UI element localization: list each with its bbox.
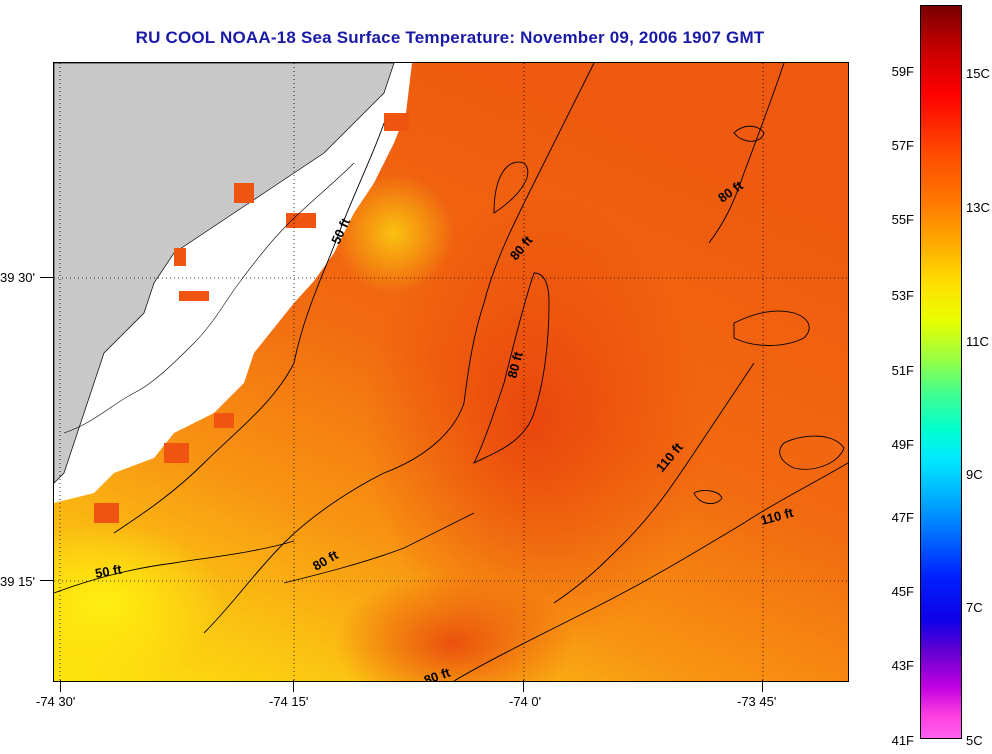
legend-f-57: 57F <box>891 138 914 153</box>
contour-eddy <box>733 310 810 346</box>
warm-core-south <box>334 573 574 681</box>
warm-core <box>364 193 704 653</box>
y-tick-1 <box>40 277 53 278</box>
legend-c-13: 13C <box>966 200 990 215</box>
contour-110ft-north <box>553 362 755 604</box>
contour-label-4: 80 ft <box>504 349 526 379</box>
legend-f-41: 41F <box>891 733 914 748</box>
legend-f-43: 43F <box>891 658 914 673</box>
legend-f-55: 55F <box>891 212 914 227</box>
legend-c-11: 11C <box>966 334 989 349</box>
y-tick-label-2: 39 15' <box>0 574 36 589</box>
x-tick-label-1: -74 30' <box>36 694 76 709</box>
y-tick-label-1: 39 30' <box>0 270 36 285</box>
contour-80ft-south <box>283 512 475 584</box>
x-tick-label-4: -73 45' <box>737 694 777 709</box>
contour-110ft <box>453 462 848 681</box>
temperature-colorbar <box>920 5 962 739</box>
legend-c-7: 7C <box>966 600 983 615</box>
legend-c-5: 5C <box>966 733 983 748</box>
land <box>54 63 395 484</box>
x-tick-label-3: -74 0' <box>509 694 542 709</box>
x-tick-label-2: -74 15' <box>269 694 309 709</box>
contour-eddy-2 <box>779 435 845 470</box>
contour-80ft-ridge <box>472 272 550 465</box>
sst-map-canvas: 50 ft 80 ft 80 ft 80 ft 80 ft 50 ft 80 f… <box>54 63 848 681</box>
legend-f-51: 51F <box>891 363 914 378</box>
contour-small-1 <box>733 125 765 142</box>
legend-f-59: 59F <box>891 64 914 79</box>
cool-patch <box>54 523 224 681</box>
coast-detail <box>63 162 355 434</box>
y-tick-2 <box>40 580 53 581</box>
x-tick-2 <box>293 680 294 692</box>
x-tick-1 <box>60 680 61 692</box>
contour-80ft-north <box>203 63 595 634</box>
legend-c-15: 15C <box>966 66 990 81</box>
contour-label-1: 50 ft <box>94 561 124 581</box>
legend-f-47: 47F <box>891 510 914 525</box>
legend-f-53: 53F <box>891 288 914 303</box>
x-tick-3 <box>523 680 524 692</box>
map-title: RU COOL NOAA-18 Sea Surface Temperature:… <box>135 28 765 47</box>
sst-map[interactable]: 50 ft 80 ft 80 ft 80 ft 80 ft 50 ft 80 f… <box>53 62 849 682</box>
legend-f-45: 45F <box>891 584 914 599</box>
contour-80ft-east <box>708 63 785 244</box>
legend-c-9: 9C <box>966 467 983 482</box>
contour-small-2 <box>693 490 723 504</box>
legend-f-49: 49F <box>891 437 914 452</box>
cool-patch-north <box>334 173 454 293</box>
x-tick-4 <box>762 680 763 692</box>
